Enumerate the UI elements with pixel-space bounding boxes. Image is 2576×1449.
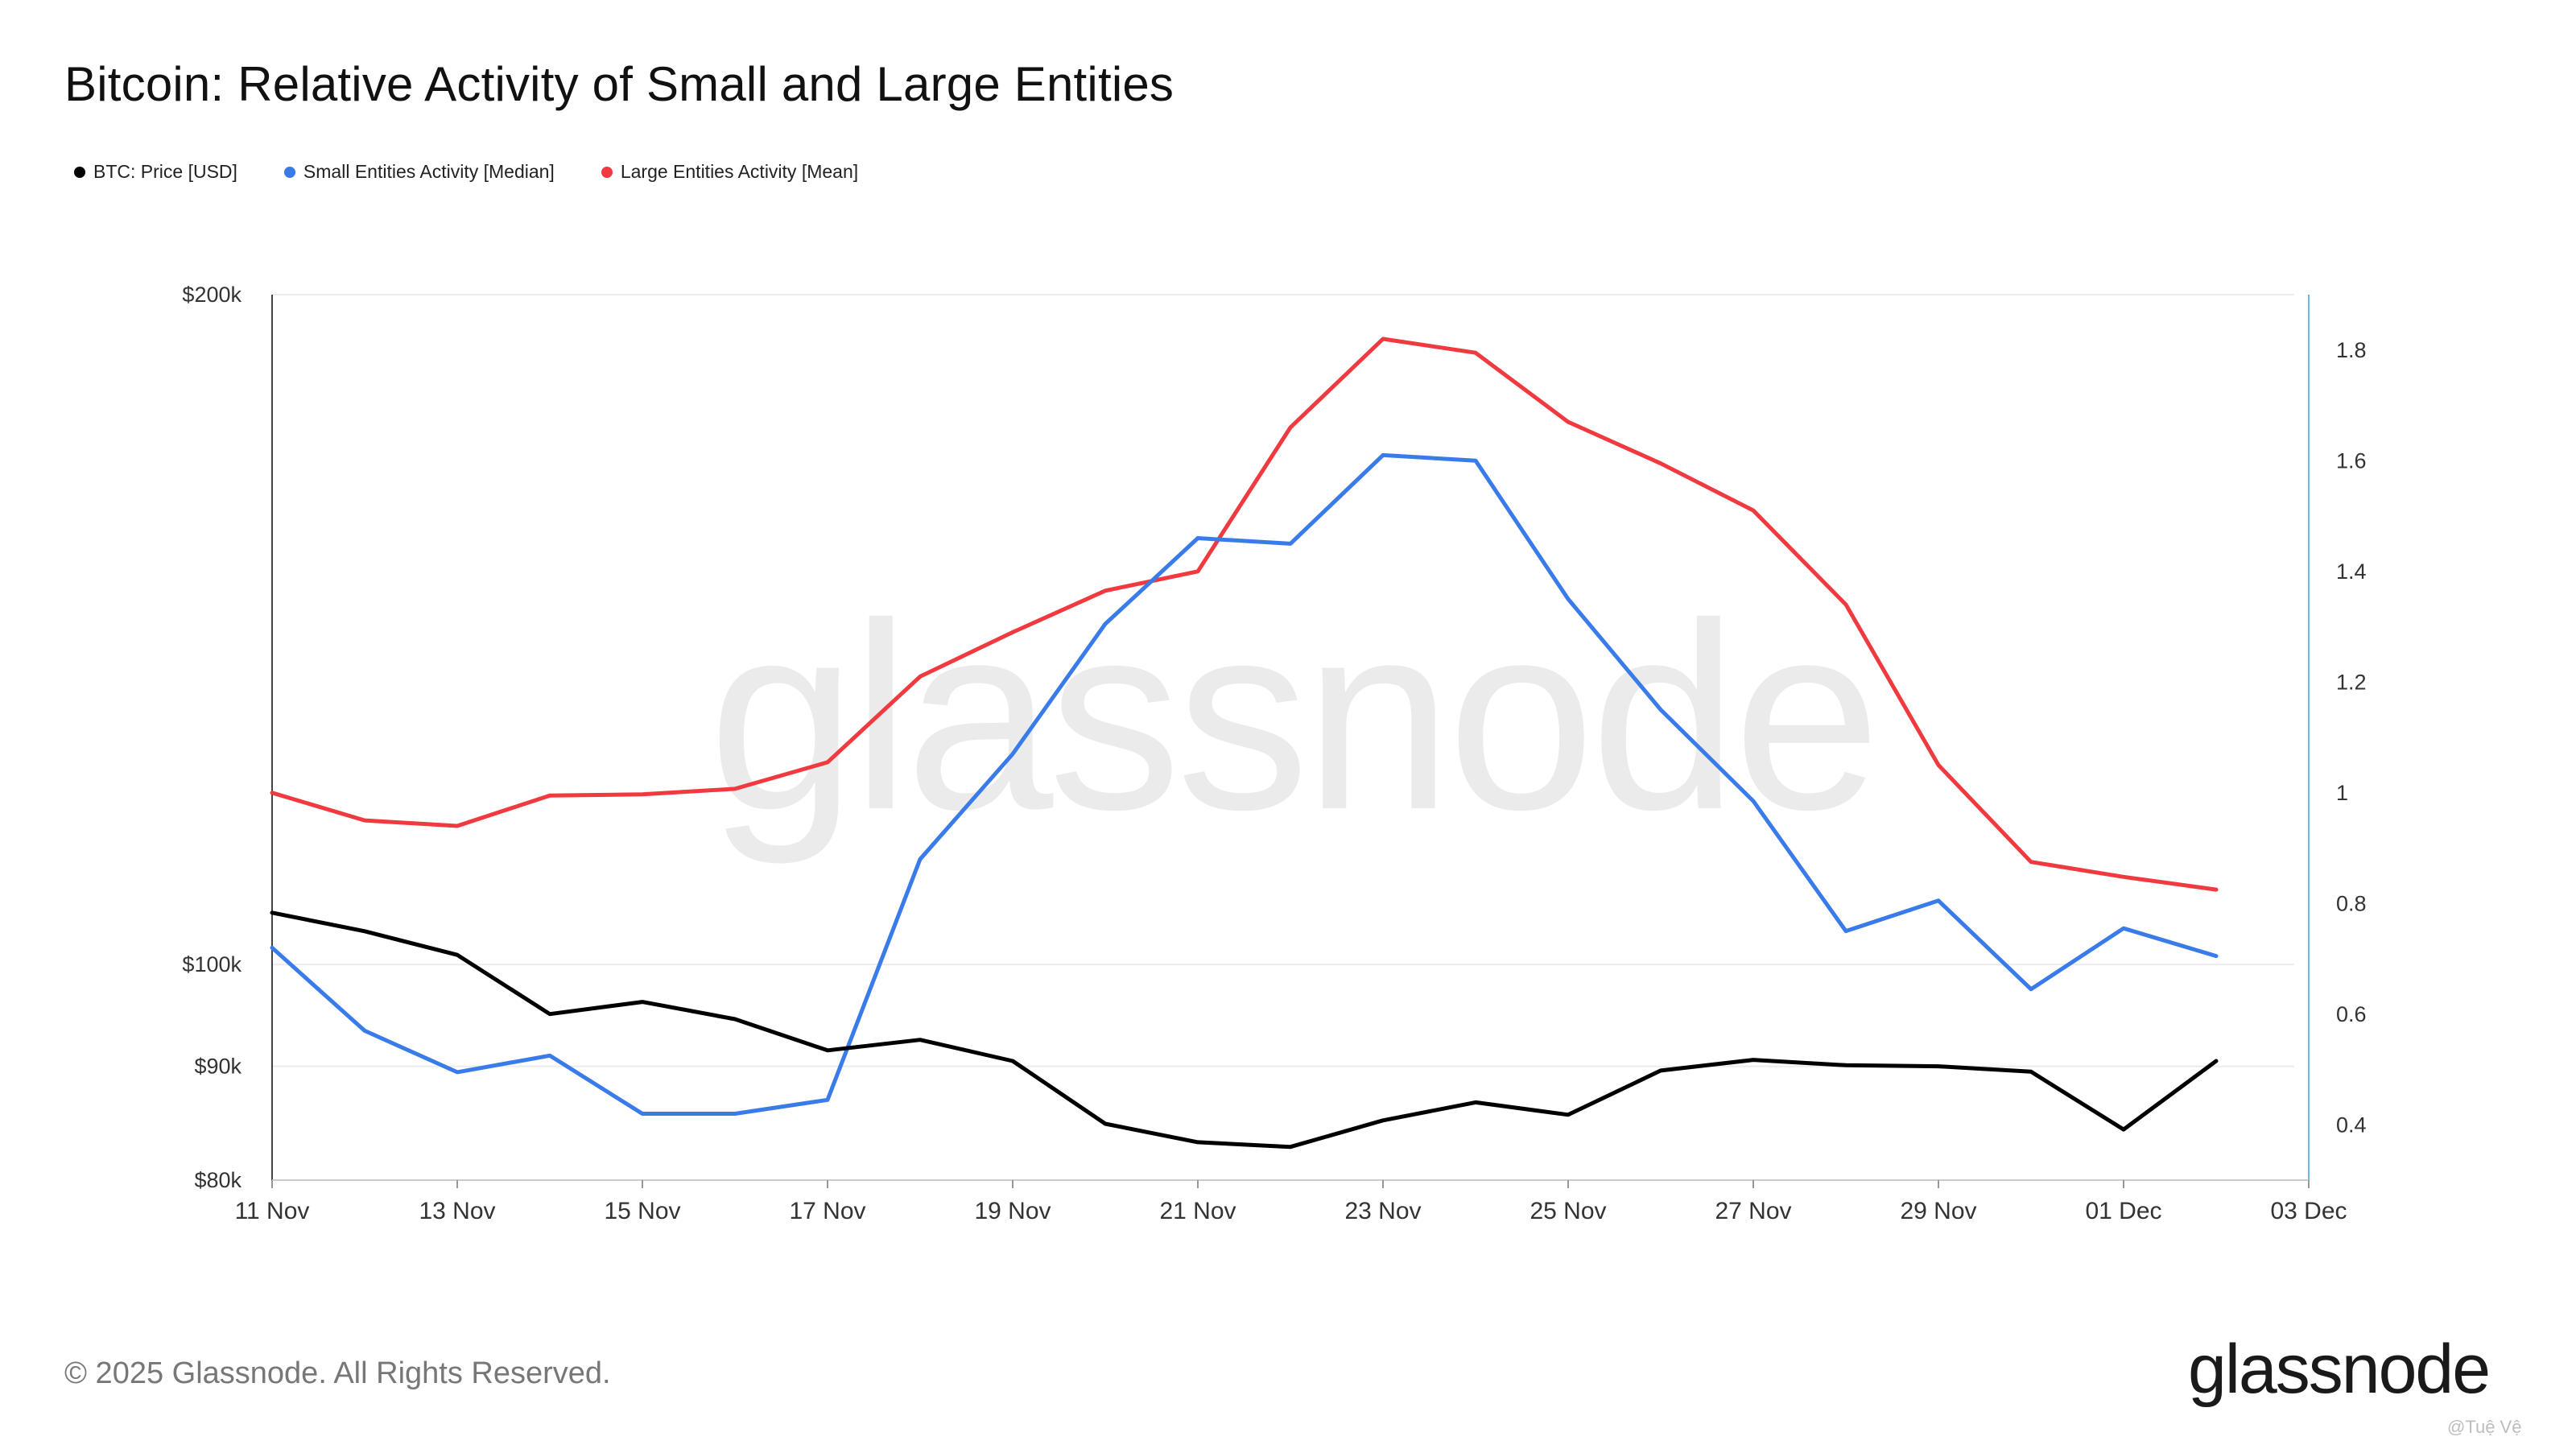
x-tick-label: 03 Dec bbox=[2270, 1198, 2347, 1224]
x-tick-label: 11 Nov bbox=[235, 1198, 310, 1224]
x-tick-label: 29 Nov bbox=[1900, 1198, 1976, 1224]
label-layer: $200k $100k $90k $80k 1.8 1.6 1.4 1.2 1 0.8 0.6 0.4… bbox=[182, 283, 2366, 1224]
y-left-tick-label: $90k bbox=[194, 1055, 242, 1079]
y-right-tick-label: 0.8 bbox=[2336, 891, 2367, 915]
x-tick-label: 17 Nov bbox=[789, 1198, 865, 1224]
y-right-tick-label: 0.4 bbox=[2336, 1113, 2367, 1137]
legend-label-small-entities: Small Entities Activity [Median] bbox=[303, 161, 555, 182]
y-left-tick-label: $100k bbox=[182, 952, 242, 976]
x-tick-label: 15 Nov bbox=[604, 1198, 680, 1224]
legend-dot-large-entities bbox=[601, 166, 613, 178]
x-tick-label: 23 Nov bbox=[1344, 1198, 1421, 1224]
y-left-tick-label: $80k bbox=[194, 1168, 242, 1192]
footer-copyright: © 2025 Glassnode. All Rights Reserved. bbox=[64, 1356, 611, 1390]
chart-legend: BTC: Price [USD] Small Entities Activity… bbox=[74, 161, 858, 183]
series-line-small-entities-activity-median bbox=[270, 452, 2219, 1116]
glassnode-watermark: glassnode bbox=[708, 568, 1880, 865]
grid-layer bbox=[272, 294, 2294, 1181]
legend-dot-small-entities bbox=[283, 166, 295, 178]
legend-item-large-entities[interactable]: Large Entities Activity [Mean] bbox=[601, 161, 858, 183]
glassnode-logo[interactable]: glassnode bbox=[2188, 1331, 2491, 1408]
y-right-tick-label: 0.6 bbox=[2336, 1002, 2367, 1026]
footer-handle: @Tuệ Vệ bbox=[2447, 1417, 2522, 1437]
x-tick-label: 01 Dec bbox=[2085, 1198, 2161, 1224]
series-layer bbox=[270, 336, 2219, 1150]
y-right-tick-label: 1.8 bbox=[2336, 338, 2367, 362]
x-tick-label: 27 Nov bbox=[1715, 1198, 1791, 1224]
y-right-tick-label: 1.2 bbox=[2336, 670, 2367, 694]
x-tick-label: 19 Nov bbox=[974, 1198, 1051, 1224]
chart-title: Bitcoin: Relative Activity of Small and … bbox=[64, 57, 1174, 111]
axis-layer bbox=[271, 295, 2310, 1188]
legend-item-btc-price[interactable]: BTC: Price [USD] bbox=[74, 161, 237, 183]
x-tick-label: 13 Nov bbox=[419, 1198, 495, 1224]
series-line-btc-price-usd bbox=[270, 910, 2219, 1150]
y-right-tick-label: 1 bbox=[2336, 781, 2348, 805]
y-left-tick-label: $200k bbox=[182, 283, 242, 307]
x-tick-label: 21 Nov bbox=[1159, 1198, 1236, 1224]
y-right-tick-label: 1.6 bbox=[2336, 448, 2367, 473]
legend-label-large-entities: Large Entities Activity [Mean] bbox=[620, 161, 859, 182]
legend-dot-btc-price bbox=[74, 166, 85, 178]
legend-label-btc-price: BTC: Price [USD] bbox=[93, 161, 237, 182]
y-right-tick-label: 1.4 bbox=[2336, 559, 2367, 584]
x-tick-label: 25 Nov bbox=[1530, 1198, 1606, 1224]
series-line-large-entities-activity-mean bbox=[270, 336, 2219, 892]
legend-item-small-entities[interactable]: Small Entities Activity [Median] bbox=[283, 161, 555, 183]
